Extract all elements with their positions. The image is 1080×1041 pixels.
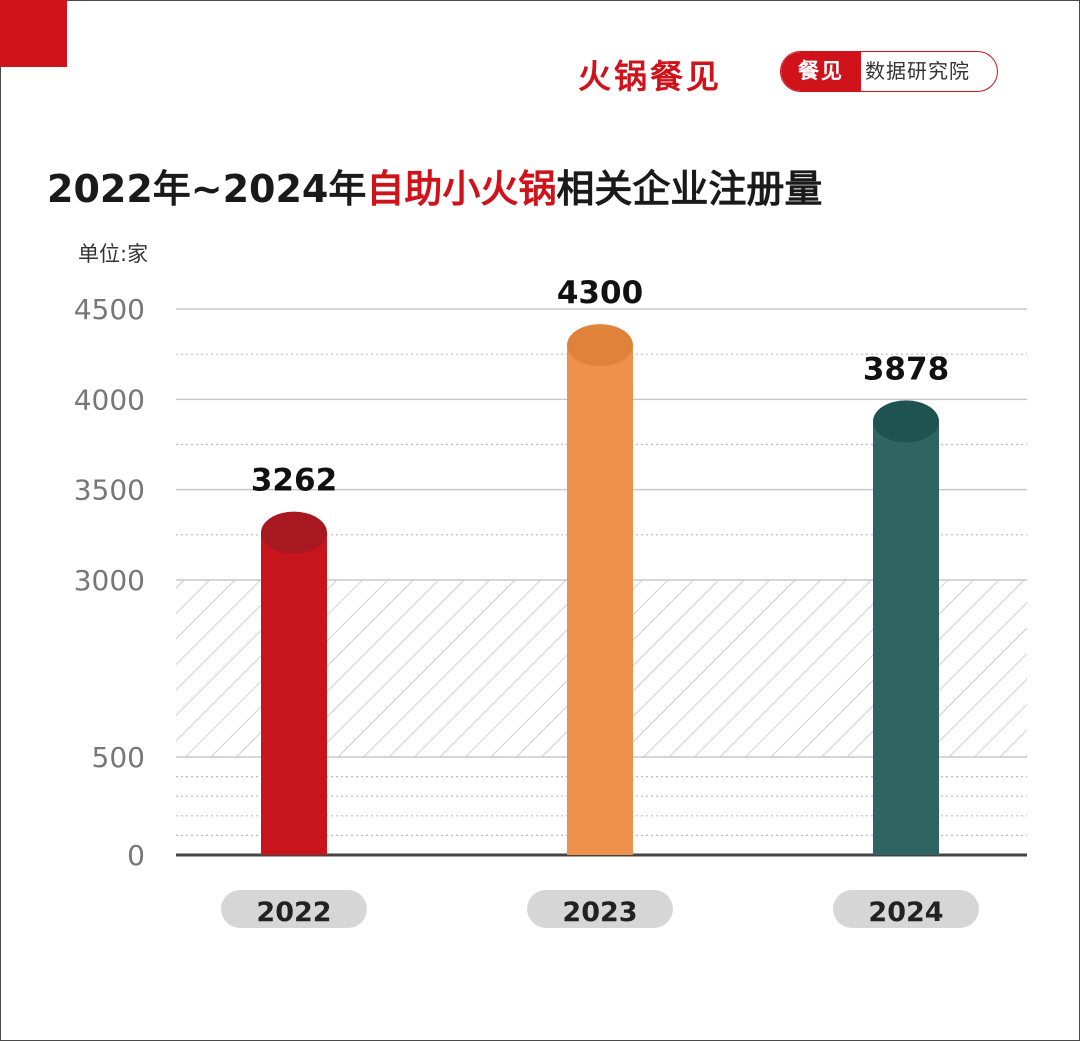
category-pill-2023: [527, 890, 673, 928]
value-label-2022: 3262: [251, 463, 337, 499]
badge-label: 数据研究院: [865, 59, 970, 83]
category-label-2022: 2022: [256, 897, 331, 928]
brand-logo-text: 火锅餐见: [578, 57, 722, 96]
bar-2023: [567, 345, 633, 855]
value-label-2023: 4300: [557, 275, 643, 311]
bar-top-2024: [873, 400, 939, 443]
y-tick-label: 3000: [74, 564, 145, 597]
title-suffix: 相关企业注册量: [556, 167, 823, 211]
research-badge: 餐见 数据研究院: [780, 51, 998, 92]
y-tick-label: 0: [127, 839, 145, 872]
category-label-2023: 2023: [562, 897, 637, 928]
bar-2022: [261, 532, 327, 855]
bar-top-2023: [567, 324, 633, 367]
title-highlight: 自助小火锅: [366, 167, 557, 211]
y-tick-label: 500: [92, 741, 145, 774]
category-pill-2024: [833, 890, 979, 928]
bar-2024: [873, 421, 939, 855]
badge-brand: 餐见: [781, 52, 861, 91]
title-prefix: 2022年~2024年: [47, 167, 367, 211]
y-tick-label: 4000: [74, 383, 145, 416]
y-tick-label: 4500: [74, 293, 145, 326]
chart-title: 2022年~2024年自助小火锅相关企业注册量: [47, 158, 822, 213]
value-label-2024: 3878: [863, 351, 949, 387]
labels-layer: 4500 4000 3500 3000 500 0 3262 2022 4300 2023 3878…: [74, 275, 979, 928]
bars-layer: [261, 324, 939, 855]
corner-accent: [0, 0, 67, 67]
unit-label: 单位:家: [78, 242, 149, 266]
category-pill-2022: [221, 890, 367, 928]
bar-top-2022: [261, 511, 327, 554]
category-label-2024: 2024: [868, 897, 943, 928]
y-tick-label: 3500: [74, 474, 145, 507]
